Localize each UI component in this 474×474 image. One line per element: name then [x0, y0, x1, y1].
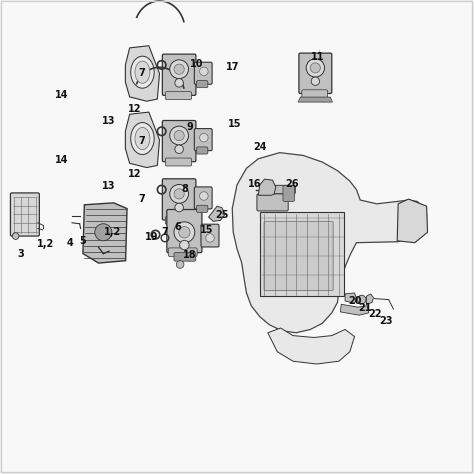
Polygon shape [260, 212, 344, 296]
FancyBboxPatch shape [265, 190, 273, 205]
Text: 23: 23 [380, 316, 393, 327]
FancyBboxPatch shape [167, 210, 202, 253]
Text: 18: 18 [183, 250, 196, 260]
Text: 6: 6 [174, 221, 181, 232]
Circle shape [170, 126, 189, 145]
Text: 7: 7 [138, 194, 145, 204]
Text: 7: 7 [138, 136, 145, 146]
Circle shape [310, 63, 320, 73]
Polygon shape [345, 293, 356, 303]
Circle shape [200, 134, 208, 142]
FancyBboxPatch shape [196, 81, 208, 88]
FancyBboxPatch shape [194, 187, 212, 209]
FancyBboxPatch shape [168, 248, 197, 256]
Text: 13: 13 [102, 116, 116, 127]
Circle shape [170, 60, 189, 79]
Text: 7: 7 [139, 68, 146, 79]
Circle shape [176, 261, 184, 268]
FancyBboxPatch shape [262, 185, 295, 194]
Text: 9: 9 [186, 122, 193, 132]
FancyBboxPatch shape [165, 216, 191, 224]
Circle shape [357, 295, 366, 304]
Text: 1,2: 1,2 [37, 239, 55, 249]
Text: 20: 20 [348, 296, 361, 306]
Text: 14: 14 [55, 155, 68, 165]
Text: 15: 15 [200, 225, 213, 236]
Text: 19: 19 [145, 232, 158, 242]
Polygon shape [298, 97, 332, 102]
Text: 1,2: 1,2 [104, 227, 121, 237]
Circle shape [174, 222, 195, 243]
FancyBboxPatch shape [174, 253, 196, 261]
Text: 4: 4 [67, 237, 73, 248]
Text: 21: 21 [358, 303, 372, 313]
Text: 12: 12 [128, 169, 142, 180]
FancyBboxPatch shape [165, 91, 191, 100]
Text: 17: 17 [226, 62, 239, 73]
Circle shape [174, 130, 184, 141]
Polygon shape [268, 328, 355, 364]
Text: 15: 15 [228, 119, 241, 129]
FancyBboxPatch shape [194, 128, 212, 151]
Circle shape [175, 145, 183, 154]
FancyBboxPatch shape [162, 179, 196, 220]
FancyBboxPatch shape [264, 221, 333, 291]
FancyBboxPatch shape [201, 224, 219, 247]
FancyBboxPatch shape [162, 54, 196, 95]
Polygon shape [83, 203, 127, 263]
Ellipse shape [131, 123, 154, 155]
Circle shape [306, 59, 325, 77]
FancyBboxPatch shape [165, 158, 191, 166]
Polygon shape [125, 46, 159, 101]
Text: 13: 13 [102, 181, 116, 191]
FancyBboxPatch shape [196, 205, 208, 212]
Circle shape [174, 189, 184, 199]
Circle shape [200, 67, 208, 76]
Circle shape [170, 184, 189, 203]
Text: 5: 5 [80, 236, 86, 246]
Text: 10: 10 [190, 59, 203, 69]
Circle shape [179, 227, 190, 238]
FancyBboxPatch shape [162, 120, 196, 162]
Circle shape [200, 192, 208, 201]
Polygon shape [340, 304, 369, 315]
Ellipse shape [135, 61, 150, 83]
Text: 26: 26 [286, 179, 299, 189]
Ellipse shape [135, 128, 150, 150]
FancyBboxPatch shape [299, 53, 332, 93]
Circle shape [175, 79, 183, 87]
Circle shape [175, 203, 183, 212]
FancyBboxPatch shape [283, 185, 294, 201]
Circle shape [12, 233, 19, 239]
Polygon shape [258, 179, 276, 195]
Text: 12: 12 [128, 104, 142, 114]
Polygon shape [397, 199, 428, 243]
Text: 25: 25 [215, 210, 228, 220]
Text: 14: 14 [55, 90, 68, 100]
Polygon shape [366, 294, 374, 304]
FancyBboxPatch shape [257, 194, 288, 211]
Circle shape [174, 64, 184, 74]
FancyBboxPatch shape [10, 193, 39, 236]
Text: 11: 11 [311, 52, 324, 62]
FancyBboxPatch shape [194, 62, 212, 84]
Text: 3: 3 [17, 248, 24, 259]
Circle shape [180, 240, 189, 250]
Ellipse shape [131, 56, 154, 88]
Polygon shape [232, 153, 427, 333]
Text: 7: 7 [162, 227, 168, 237]
Circle shape [311, 77, 319, 85]
Text: 8: 8 [182, 183, 188, 194]
Polygon shape [125, 112, 159, 168]
FancyBboxPatch shape [302, 90, 328, 98]
Text: 22: 22 [369, 309, 382, 319]
FancyBboxPatch shape [196, 147, 208, 154]
Text: 16: 16 [248, 179, 261, 189]
Circle shape [95, 224, 112, 241]
Circle shape [206, 234, 214, 242]
Polygon shape [209, 206, 225, 221]
Text: 24: 24 [253, 142, 266, 152]
